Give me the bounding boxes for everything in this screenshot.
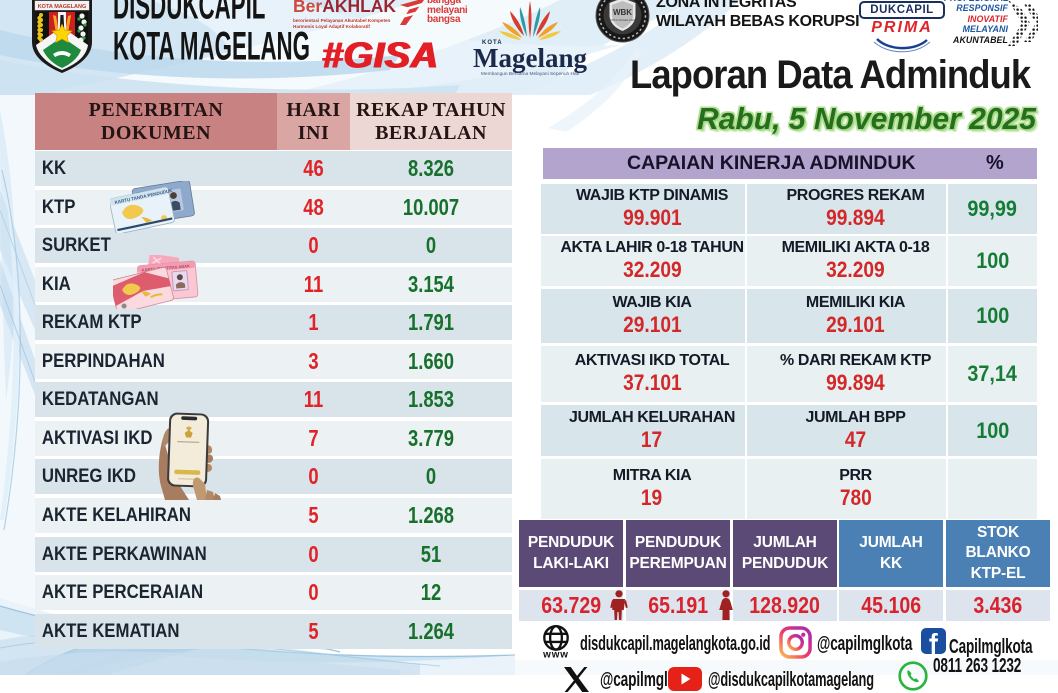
svg-text:www: www bbox=[542, 650, 569, 660]
svg-text:KOTA MAGELANG: KOTA MAGELANG bbox=[610, 18, 636, 22]
svg-text:KOTA MAGELANG: KOTA MAGELANG bbox=[38, 4, 87, 10]
svg-text:WBK: WBK bbox=[613, 8, 632, 17]
